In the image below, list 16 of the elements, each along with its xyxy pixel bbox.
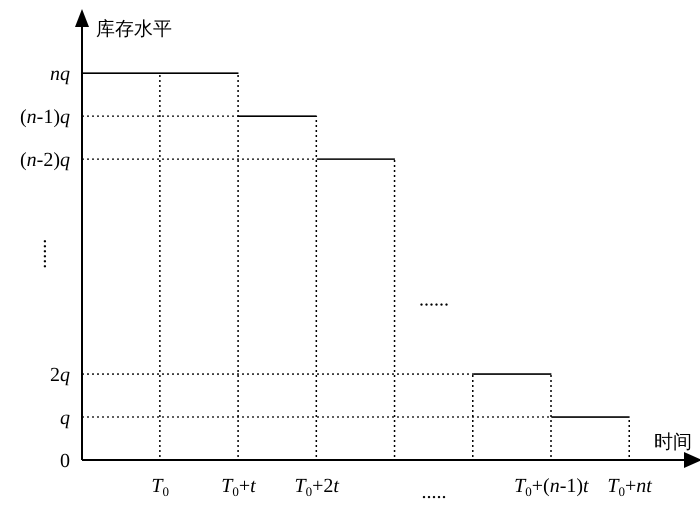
text: ......: [39, 238, 61, 269]
x-tick-label: T$_{0}$: [151, 475, 170, 499]
text: .....: [422, 481, 447, 503]
y-tick-label: (n-1)q: [20, 106, 70, 128]
annotation: ......: [419, 288, 450, 310]
x-tick-label: T$_{0}$+2t: [294, 475, 340, 499]
y-tick-label: 0: [60, 450, 70, 472]
y-tick-label: (n-2)q: [20, 149, 70, 172]
x-tick-label: T$_{0}$+nt: [607, 475, 652, 499]
x-tick-label: T$_{0}$+t: [221, 475, 256, 499]
x-tick-label: T$_{0}$+(n-1)t: [514, 475, 590, 499]
y-tick-label: q: [60, 407, 70, 430]
x-axis-title: 时间: [654, 432, 692, 453]
y-tick-label: nq: [50, 63, 70, 86]
y-tick-label: 2q: [50, 364, 70, 386]
y-axis-title: 库存水平: [96, 18, 172, 40]
